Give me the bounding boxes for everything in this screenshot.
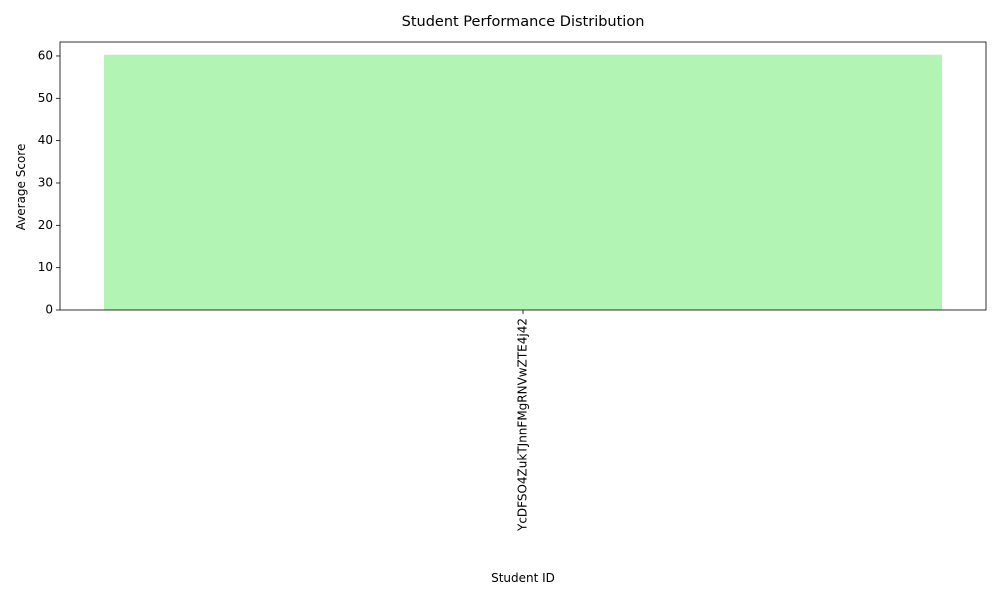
plot-area: YcDFSO4ZukTJnnFMgRNVwZTE4j42 0 10 20 30 40 50 6… [38,41,987,532]
y-tick-label: 40 [38,133,53,147]
chart-title: Student Performance Distribution [402,14,645,30]
y-tick-label: 0 [45,303,53,317]
x-tick-label: YcDFSO4ZukTJnnFMgRNVwZTE4j42 [516,318,530,532]
y-tick-label: 50 [38,91,53,105]
bar [103,54,943,311]
y-tick-label: 60 [38,48,53,62]
y-tick-label: 10 [38,260,53,274]
plot-frame [59,41,987,311]
y-tick-label: 20 [38,218,53,232]
x-axis-label: Student ID [491,571,555,585]
y-tick-label: 30 [38,175,53,189]
y-axis-label: Average Score [14,144,28,231]
